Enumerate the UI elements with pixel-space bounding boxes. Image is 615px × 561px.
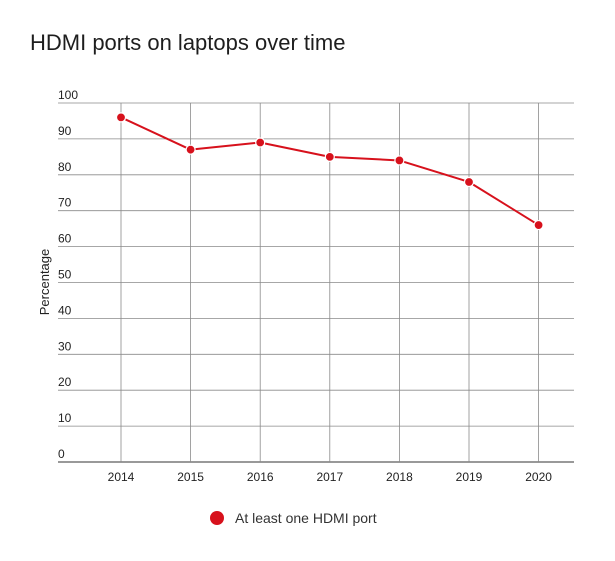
- y-axis-tick-labels: 0 10 20 30 40 50 60 70 80 90 100: [58, 88, 78, 461]
- series: [115, 112, 544, 231]
- y-tick-label: 10: [58, 411, 72, 425]
- legend: At least one HDMI port: [210, 510, 377, 526]
- data-point: [185, 144, 196, 155]
- y-tick-label: 50: [58, 268, 72, 282]
- y-tick-label: 40: [58, 303, 72, 317]
- y-tick-label: 60: [58, 232, 72, 246]
- x-tick-label: 2014: [108, 470, 135, 484]
- data-point: [115, 112, 127, 123]
- chart-title: HDMI ports on laptops over time: [30, 30, 346, 55]
- y-tick-label: 20: [58, 375, 72, 389]
- data-point: [394, 155, 405, 166]
- y-tick-label: 0: [58, 447, 65, 461]
- y-tick-label: 30: [58, 339, 72, 353]
- x-tick-label: 2017: [316, 470, 343, 484]
- legend-marker: [210, 511, 224, 525]
- x-tick-label: 2019: [456, 470, 483, 484]
- y-tick-label: 70: [58, 196, 72, 210]
- x-tick-label: 2016: [247, 470, 274, 484]
- data-point: [255, 137, 266, 148]
- data-point: [533, 219, 544, 231]
- data-point: [324, 151, 335, 162]
- y-tick-label: 80: [58, 160, 72, 174]
- y-tick-label: 100: [58, 88, 78, 102]
- grid: [58, 102, 574, 463]
- x-tick-label: 2015: [177, 470, 204, 484]
- y-axis-label: Percentage: [37, 249, 52, 316]
- x-tick-label: 2020: [525, 470, 552, 484]
- x-tick-label: 2018: [386, 470, 413, 484]
- data-point: [463, 176, 475, 188]
- y-tick-label: 90: [58, 124, 72, 138]
- legend-label: At least one HDMI port: [235, 510, 377, 526]
- x-axis-tick-labels: 2014 2015 2016 2017 2018 2019 2020: [108, 470, 553, 484]
